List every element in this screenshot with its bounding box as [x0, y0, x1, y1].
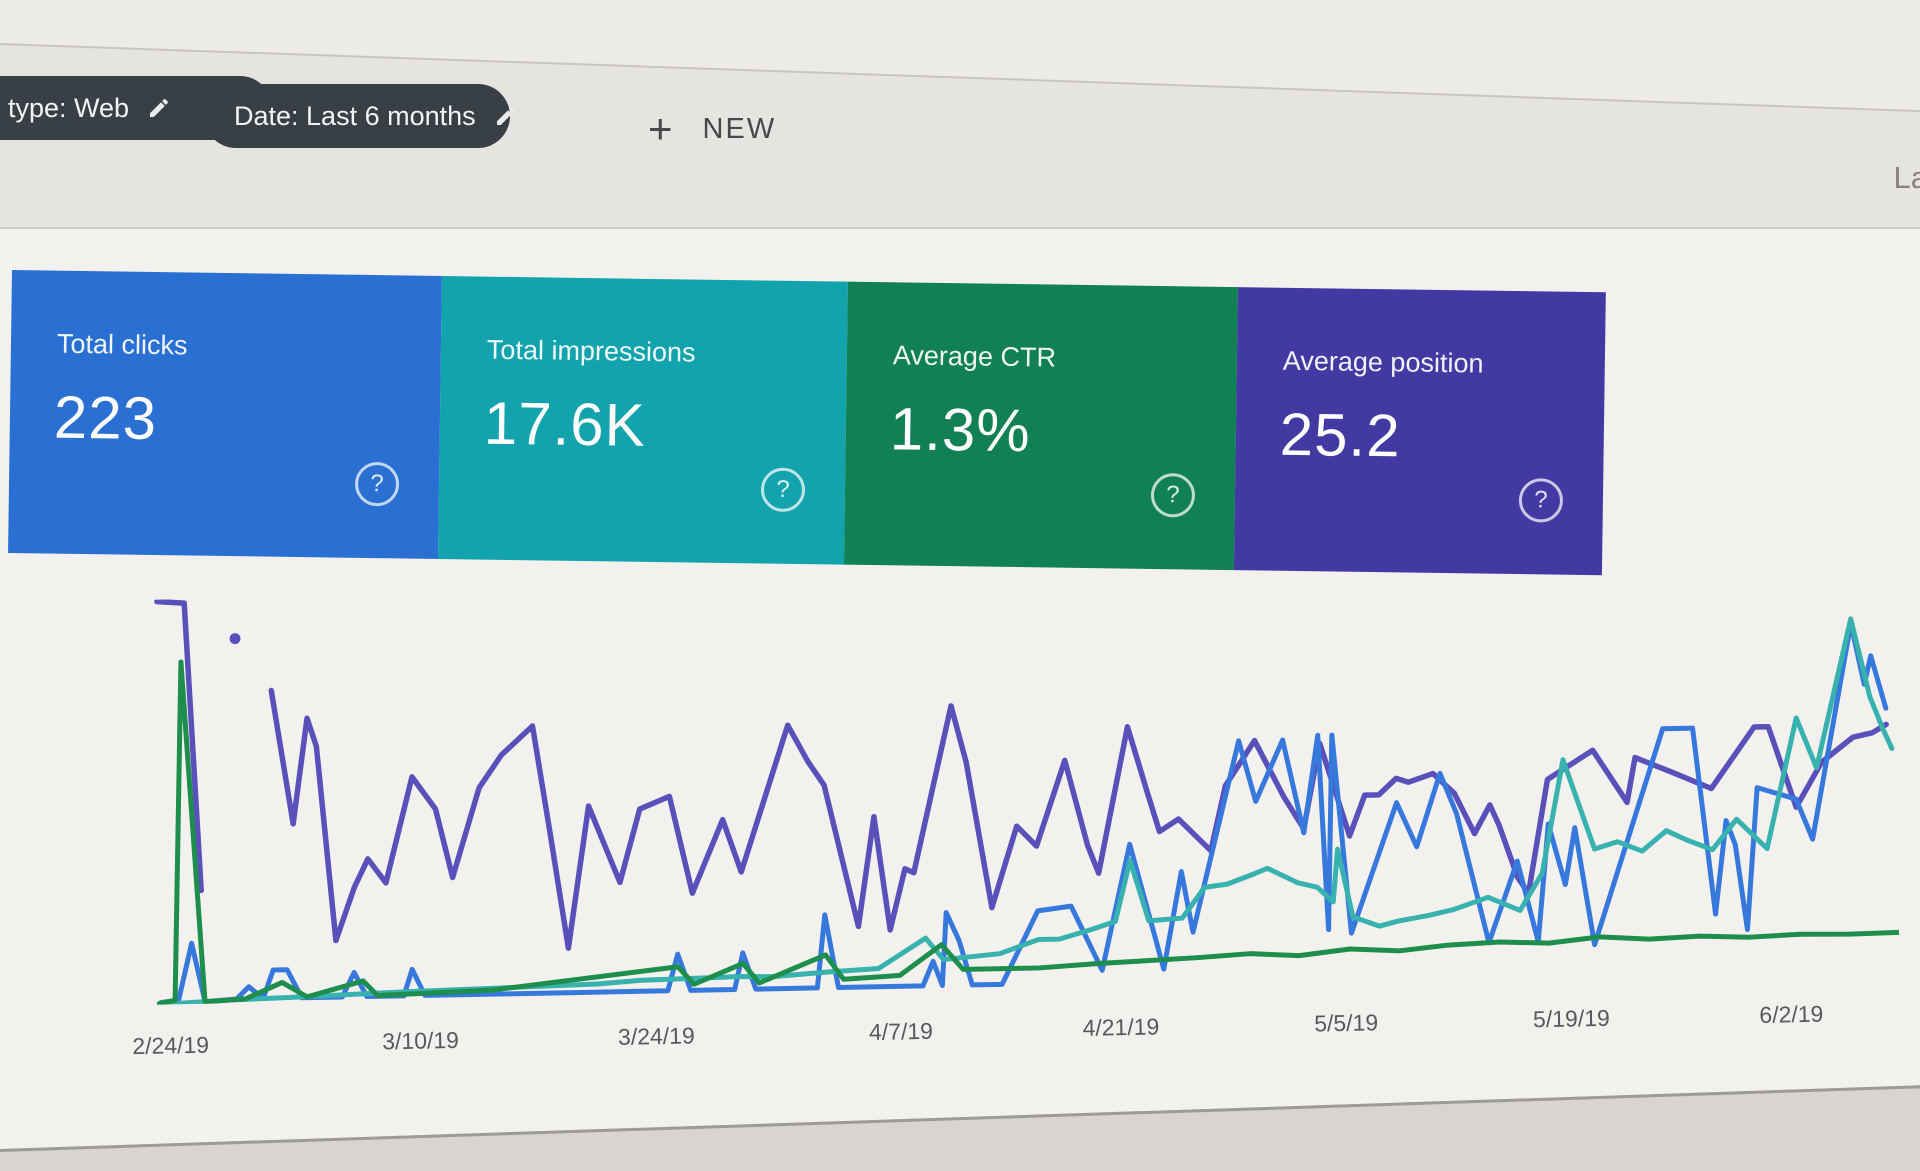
x-tick-label: 5/19/19 [1532, 1004, 1611, 1033]
date-range-filter-label: Date: Last 6 months [234, 100, 476, 131]
help-icon[interactable]: ? [760, 467, 806, 513]
help-icon[interactable]: ? [1150, 472, 1196, 518]
series-position [268, 687, 1889, 951]
series-clicks [158, 621, 1889, 1005]
chart-block: 2/24/19 3/10/19 3/24/19 4/7/19 4/21/19 5/5/19… [132, 566, 1901, 1080]
card-average-ctr[interactable]: Average CTR 1.3% ? [843, 281, 1238, 571]
x-tick-label: 4/21/19 [1082, 1013, 1160, 1041]
card-value: 1.3% [889, 395, 1032, 465]
x-tick-label: 4/7/19 [868, 1017, 934, 1046]
series-position [154, 598, 204, 894]
x-tick-label: 3/10/19 [381, 1026, 460, 1055]
new-filter-label: NEW [702, 112, 777, 145]
card-label: Total impressions [486, 334, 696, 368]
plus-icon: + [648, 105, 673, 152]
new-filter-button[interactable]: + NEW [648, 108, 776, 150]
card-total-clicks[interactable]: Total clicks 223 ? [8, 270, 442, 559]
last-updated-text-truncated: La [1893, 160, 1920, 195]
card-value: 223 [53, 383, 158, 453]
card-value: 25.2 [1279, 400, 1402, 470]
search-type-filter-label: type: Web [8, 92, 130, 123]
card-total-impressions[interactable]: Total impressions 17.6K ? [438, 276, 848, 565]
series-ctr [156, 659, 1900, 1005]
series-impressions [156, 616, 1895, 1005]
metric-cards-row: Total clicks 223 ? Total impressions 17.… [8, 270, 1606, 576]
help-icon[interactable]: ? [354, 461, 400, 507]
edit-pencil-icon[interactable] [147, 96, 171, 120]
x-tick-label: 5/5/19 [1313, 1009, 1379, 1037]
help-icon[interactable]: ? [1518, 478, 1564, 523]
x-tick-label: 2/24/19 [132, 1031, 210, 1060]
x-tick-label: 3/24/19 [617, 1022, 695, 1050]
date-range-filter-chip[interactable]: Date: Last 6 months [204, 84, 515, 148]
card-average-position[interactable]: Average position 25.2 ? [1233, 287, 1606, 576]
card-label: Average position [1282, 345, 1484, 379]
series-position-dot [229, 633, 241, 645]
performance-chart[interactable] [132, 566, 1900, 1005]
card-value: 17.6K [483, 389, 647, 459]
header-divider [0, 227, 1920, 229]
card-label: Total clicks [56, 328, 188, 361]
x-tick-label: 6/2/19 [1759, 1000, 1824, 1028]
edit-pencil-icon[interactable] [494, 104, 518, 128]
card-label: Average CTR [892, 340, 1057, 373]
